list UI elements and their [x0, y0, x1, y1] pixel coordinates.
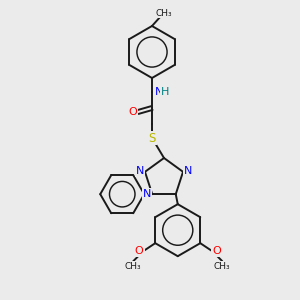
Text: N: N: [143, 189, 152, 199]
Text: N: N: [155, 87, 163, 97]
Text: CH₃: CH₃: [156, 8, 172, 17]
Text: O: O: [212, 246, 220, 256]
Text: CH₃: CH₃: [214, 262, 231, 271]
Text: O: O: [129, 107, 137, 117]
Text: S: S: [148, 131, 156, 145]
Text: O: O: [135, 246, 144, 256]
Text: H: H: [161, 87, 169, 97]
Text: N: N: [184, 166, 192, 176]
Text: N: N: [136, 166, 144, 176]
Text: CH₃: CH₃: [125, 262, 142, 271]
